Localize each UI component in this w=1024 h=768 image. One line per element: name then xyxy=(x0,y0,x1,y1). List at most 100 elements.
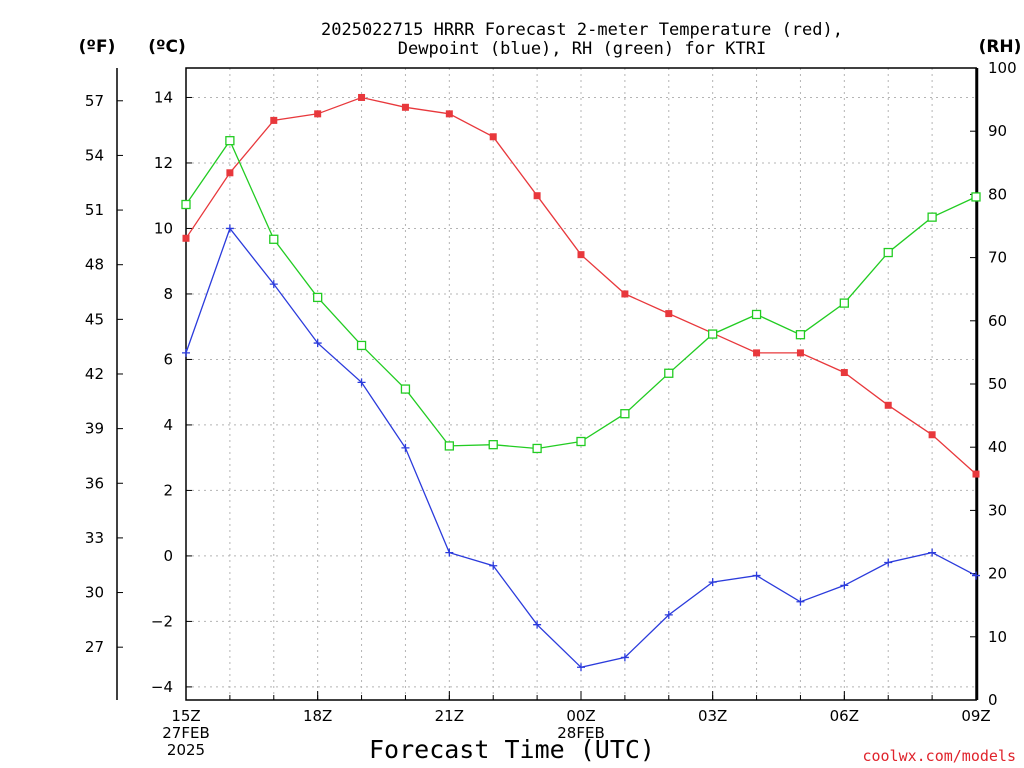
c-tick-label: 4 xyxy=(163,416,173,434)
rh-point xyxy=(532,443,542,454)
rh-point xyxy=(181,199,191,210)
rh-point xyxy=(927,212,937,222)
dewpoint-point xyxy=(269,280,278,289)
plot-frame xyxy=(185,67,977,701)
f-tick-label: 45 xyxy=(85,310,104,328)
rh-point xyxy=(971,192,981,202)
dewpoint-point xyxy=(708,578,717,587)
temperature-point xyxy=(665,310,673,318)
temperature-point xyxy=(840,369,848,377)
x-tick-label: 09Z xyxy=(961,707,990,725)
axis-ticks: −4 −2 0 2 4 6 8 10 12 14 27 30 33 36 39 42 45 48 51 54 57 0 10… xyxy=(85,59,1017,759)
dewpoint-point xyxy=(664,610,673,619)
rh-tick-label: 100 xyxy=(988,59,1017,77)
dewpoint-point xyxy=(357,378,366,387)
temperature-point xyxy=(533,192,541,200)
dewpoint-point xyxy=(752,571,761,580)
chart-title-line-2: Dewpoint (blue), RH (green) for KTRI xyxy=(398,39,766,59)
dewpoint-point xyxy=(313,339,322,348)
rh-tick-label: 10 xyxy=(988,628,1007,646)
rh-point xyxy=(488,440,498,450)
dewpoint-point xyxy=(401,443,410,452)
rh-tick-label: 60 xyxy=(988,312,1007,330)
rh-tick-label: 40 xyxy=(988,438,1007,456)
f-tick-label: 54 xyxy=(85,146,104,164)
rh-point xyxy=(795,330,806,340)
rh-tick-label: 0 xyxy=(988,691,998,709)
f-tick-label: 33 xyxy=(85,529,104,547)
temperature-point xyxy=(358,93,366,101)
rh-line xyxy=(185,139,977,450)
rh-unit-label: (RH) xyxy=(979,37,1022,57)
dewpoint-point xyxy=(182,348,190,357)
credit-text: coolwx.com/models xyxy=(862,747,1016,765)
rh-point xyxy=(708,329,718,339)
dewpoint-point xyxy=(533,620,542,629)
dewpoint-point xyxy=(489,561,498,570)
c-tick-label: 8 xyxy=(163,285,173,303)
f-tick-label: 36 xyxy=(85,474,104,492)
x-axis-label: Forecast Time (UTC) xyxy=(369,735,655,764)
temperature-point xyxy=(972,470,980,478)
f-tick-label: 27 xyxy=(85,638,104,656)
rh-point xyxy=(313,292,323,303)
f-tick-label: 48 xyxy=(85,256,104,274)
temperature-point xyxy=(884,401,892,409)
temperature-point xyxy=(796,349,804,357)
rh-point xyxy=(883,247,893,258)
temperature-point xyxy=(577,251,585,259)
x-tick-label: 06Z xyxy=(830,707,859,725)
temperature-point xyxy=(928,431,936,439)
rh-point xyxy=(839,298,849,308)
dewpoint-point xyxy=(445,548,454,557)
x-tick-label: 21Z xyxy=(435,707,464,725)
c-tick-label: 0 xyxy=(163,547,173,565)
c-tick-label: 2 xyxy=(163,481,173,499)
rh-tick-label: 70 xyxy=(988,249,1007,267)
x-tick-label: 28FEB xyxy=(557,724,604,742)
rh-tick-label: 80 xyxy=(988,185,1007,203)
x-tick-label: 18Z xyxy=(303,707,332,725)
f-tick-label: 51 xyxy=(85,201,104,219)
c-tick-label: 12 xyxy=(154,154,173,172)
celsius-unit-label: (ºC) xyxy=(148,37,186,57)
temperature-point xyxy=(226,169,234,177)
c-tick-label: 10 xyxy=(154,219,173,237)
c-tick-label: −2 xyxy=(151,612,173,630)
temperature-point xyxy=(270,116,278,124)
rh-tick-label: 30 xyxy=(988,501,1007,519)
rh-point xyxy=(444,441,454,451)
dewpoint-point xyxy=(796,597,805,606)
rh-point xyxy=(576,436,586,447)
rh-point xyxy=(269,234,279,244)
rh-tick-label: 90 xyxy=(988,122,1007,140)
dewpoint-point xyxy=(972,571,980,580)
temperature-point xyxy=(314,110,322,118)
dewpoint-point xyxy=(884,558,893,567)
f-tick-label: 57 xyxy=(85,92,104,110)
dewpoint-point xyxy=(620,653,629,662)
x-tick-label: 27FEB xyxy=(162,724,209,742)
rh-tick-label: 50 xyxy=(988,375,1007,393)
temperature-point xyxy=(489,133,497,141)
rh-point xyxy=(225,136,235,146)
temperature-point xyxy=(753,349,761,357)
rh-point xyxy=(751,309,762,320)
rh-point xyxy=(400,384,411,394)
f-tick-label: 39 xyxy=(85,420,104,438)
rh-point xyxy=(356,340,367,351)
temperature-point xyxy=(182,234,190,242)
dewpoint-point xyxy=(225,224,234,233)
chart-title-line-1: 2025022715 HRRR Forecast 2-meter Tempera… xyxy=(321,20,843,40)
dewpoint-point xyxy=(840,581,849,590)
temperature-point xyxy=(621,290,629,298)
grid-lines xyxy=(186,68,976,700)
x-tick-label: 03Z xyxy=(698,707,727,725)
c-tick-label: 6 xyxy=(163,350,173,368)
temperature-point xyxy=(401,103,409,111)
c-tick-label: 14 xyxy=(154,88,173,106)
f-tick-label: 42 xyxy=(85,365,104,383)
fahrenheit-unit-label: (ºF) xyxy=(79,37,116,57)
dewpoint-point xyxy=(928,548,937,557)
